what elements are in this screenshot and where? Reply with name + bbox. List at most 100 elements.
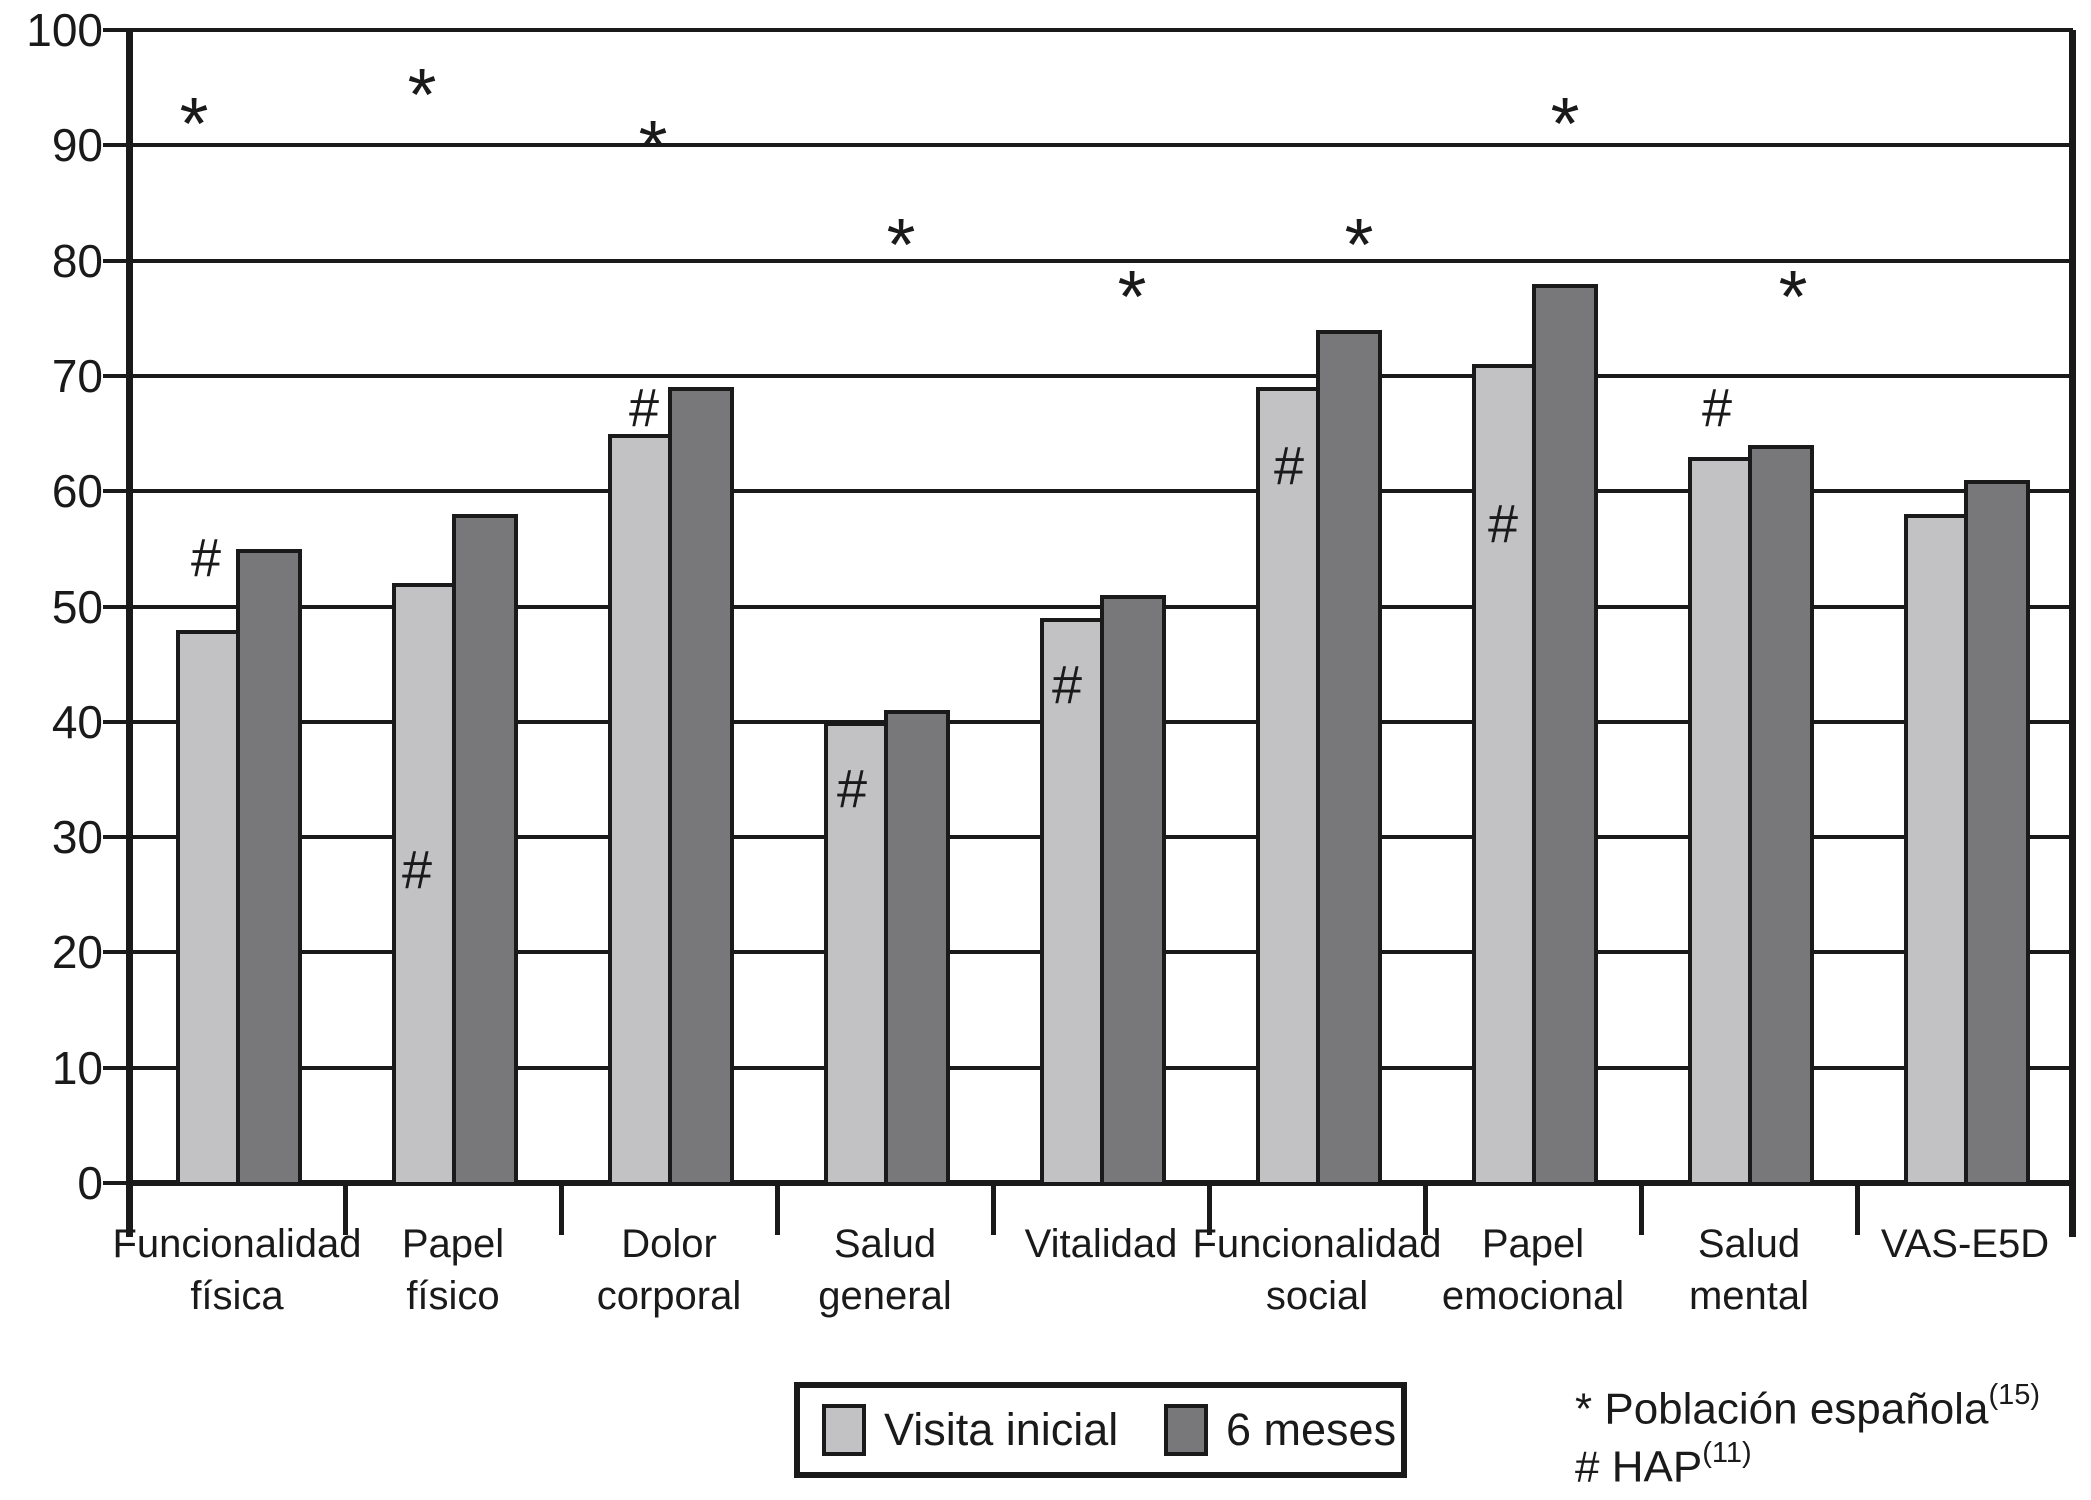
category-label-5: Funcionalidad social [1157, 1218, 1477, 1322]
star-symbol: * [1575, 1384, 1593, 1434]
bar-visita-inicial-1 [392, 583, 456, 1186]
y-axis-tick-0 [103, 1181, 129, 1185]
bar-6-meses-7 [1748, 445, 1814, 1186]
x-axis-tick-5 [1207, 1183, 1212, 1235]
y-axis-tick-30 [103, 835, 129, 840]
marker-poblacion-espanola-5: * [1344, 202, 1374, 286]
bar-6-meses-4 [1100, 594, 1166, 1186]
bar-visita-inicial-8 [1904, 514, 1968, 1186]
y-axis-tick-80 [103, 258, 129, 263]
y-axis-tick-100 [103, 28, 129, 32]
category-label-line: social [1265, 1274, 1369, 1318]
footnote-citation-11: (11) [1702, 1437, 1752, 1469]
marker-poblacion-espanola-2: * [638, 104, 668, 188]
category-label-8: VAS-E5D [1805, 1218, 2091, 1270]
bar-6-meses-2 [668, 387, 734, 1186]
x-axis-tick-4 [991, 1183, 996, 1235]
category-label-2: Dolor corporal [509, 1218, 829, 1322]
bar-6-meses-0 [236, 548, 302, 1186]
category-label-line: Papel [401, 1222, 505, 1266]
x-axis-tick-7 [1639, 1183, 1644, 1235]
marker-poblacion-espanola-4: * [1117, 254, 1147, 338]
footnote-hap: # HAP(11) [1575, 1437, 1752, 1492]
category-label-line: Vitalidad [1024, 1222, 1178, 1266]
y-axis-label-80: 80 [51, 234, 103, 287]
bar-visita-inicial-0 [176, 629, 240, 1186]
category-label-6: Papel emocional [1373, 1218, 1693, 1322]
bar-6-meses-5 [1316, 329, 1382, 1186]
marker-hap-7: # [1701, 378, 1733, 439]
y-axis-label-50: 50 [51, 580, 103, 633]
category-label-line: corporal [596, 1274, 742, 1318]
x-axis-tick-1 [343, 1183, 348, 1235]
category-label-line: física [190, 1274, 284, 1318]
plot-right-border [2069, 30, 2076, 1237]
marker-poblacion-espanola-0: * [179, 81, 209, 165]
category-label-line: mental [1688, 1274, 1810, 1318]
y-axis-tick-60 [103, 489, 129, 494]
category-label-line: Funcionalidad [1192, 1222, 1442, 1266]
marker-hap-3: # [836, 758, 868, 819]
gridline-80 [129, 258, 2073, 263]
category-label-line: Salud [1697, 1222, 1801, 1266]
footnote-citation-15: (15) [1988, 1379, 2041, 1411]
category-label-line: general [818, 1274, 952, 1318]
y-axis-label-20: 20 [51, 926, 103, 979]
marker-hap-1: # [401, 839, 433, 900]
y-axis-label-0: 0 [77, 1157, 103, 1209]
legend-swatch-visita-inicial [822, 1404, 866, 1456]
bar-6-meses-6 [1532, 283, 1598, 1186]
legend-label-6-meses: 6 meses [1226, 1404, 1397, 1455]
legend-label-visita-inicial: Visita inicial [884, 1404, 1119, 1455]
marker-hap-0: # [190, 528, 222, 589]
bar-6-meses-8 [1964, 479, 2030, 1186]
category-label-0: Funcionalidad física [77, 1218, 397, 1322]
y-axis-label-90: 90 [51, 119, 103, 172]
y-axis-line [126, 30, 133, 1237]
legend-swatch-6-meses [1164, 1404, 1208, 1456]
category-label-line: VAS-E5D [1880, 1222, 2050, 1266]
x-axis-tick-8 [1855, 1183, 1860, 1235]
marker-hap-4: # [1051, 655, 1083, 716]
bar-6-meses-1 [452, 514, 518, 1186]
y-axis-tick-40 [103, 719, 129, 724]
category-label-line: Dolor [621, 1222, 717, 1266]
category-label-line: físico [406, 1274, 500, 1318]
category-label-line: Papel [1481, 1222, 1585, 1266]
y-axis-tick-10 [103, 1065, 129, 1070]
category-label-line: emocional [1441, 1274, 1625, 1318]
gridline-100 [129, 28, 2073, 32]
y-axis-tick-50 [103, 604, 129, 609]
y-axis-tick-70 [103, 373, 129, 378]
gridline-60 [129, 489, 2073, 494]
category-label-3: Salud general [725, 1218, 1045, 1322]
x-axis-tick-3 [775, 1183, 780, 1235]
y-axis-label-60: 60 [51, 465, 103, 518]
category-label-line: Funcionalidad [112, 1222, 362, 1266]
category-label-7: Salud mental [1589, 1218, 1909, 1322]
marker-hap-6: # [1487, 493, 1519, 554]
marker-poblacion-espanola-6: * [1550, 81, 1580, 165]
y-axis-label-10: 10 [51, 1041, 103, 1094]
bar-visita-inicial-3 [824, 721, 888, 1186]
legend: Visita inicial 6 meses [794, 1382, 1407, 1478]
gridline-70 [129, 373, 2073, 378]
category-label-1: Papel físico [293, 1218, 613, 1322]
y-axis-tick-20 [103, 950, 129, 955]
bar-visita-inicial-5 [1256, 387, 1320, 1186]
y-axis-tick-90 [103, 143, 129, 148]
y-axis-label-100: 100 [26, 4, 103, 56]
marker-hap-2: # [628, 378, 660, 439]
marker-poblacion-espanola-1: * [407, 52, 437, 136]
marker-hap-5: # [1273, 436, 1305, 497]
category-label-line: Salud [833, 1222, 937, 1266]
bar-6-meses-3 [884, 710, 950, 1186]
x-axis-tick-6 [1423, 1183, 1428, 1235]
bar-visita-inicial-7 [1688, 456, 1752, 1186]
marker-poblacion-espanola-3: * [886, 202, 916, 286]
bar-visita-inicial-6 [1472, 364, 1536, 1186]
bar-visita-inicial-2 [608, 433, 672, 1186]
y-axis-label-30: 30 [51, 811, 103, 864]
gridline-90 [129, 143, 2073, 148]
